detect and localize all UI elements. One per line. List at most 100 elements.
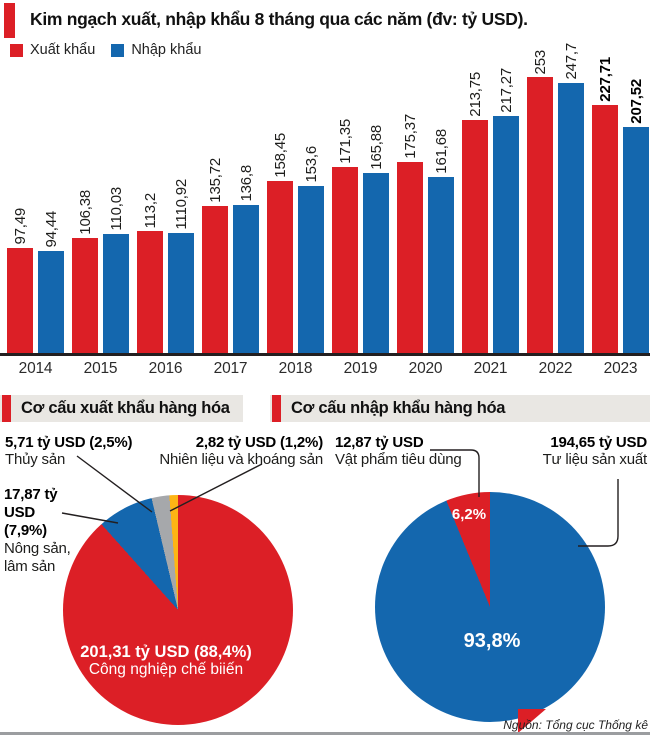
- cong-nghiep-label: Công nghiệp chế biiến: [88, 661, 244, 678]
- bar-value-label: 247,7: [562, 43, 580, 80]
- legend-item-export: Xuất khẩu: [10, 42, 95, 58]
- import-bar-2019: [363, 173, 389, 355]
- export-bar-2015: [72, 238, 98, 355]
- export-bar-column: 97,49: [7, 208, 33, 355]
- bar-group-2023: 227,71 207,52: [592, 57, 649, 355]
- callout-nhien-lieu: 2,82 tỷ USD (1,2%) Nhiên liệu và khoáng …: [156, 434, 323, 468]
- bar-group-2022: 253 247,7: [527, 43, 584, 355]
- import-bar-column: 247,7: [558, 43, 584, 355]
- callout-thuy-san: 5,71 tỷ USD (2,5%) Thủy sản: [5, 434, 132, 468]
- import-bar-column: 153,6: [298, 146, 324, 355]
- connector-tu-lieu: [578, 479, 619, 547]
- vat-pham-label: Vật phẩm tiêu dùng: [335, 451, 462, 468]
- import-header-accent-bar: [272, 395, 281, 422]
- bar-value-label: 135,72: [206, 158, 224, 203]
- export-bar-2018: [267, 181, 293, 355]
- import-bar-column: 1110,92: [168, 179, 194, 355]
- tu-lieu-value: 194,65 tỷ USD: [550, 434, 647, 451]
- import-pie-small-slice-label: 6,2%: [451, 506, 487, 523]
- bar-value-label: 136,8: [237, 165, 255, 202]
- bar-value-label: 110,03: [107, 187, 125, 231]
- export-bar-column: 175,37: [397, 114, 423, 355]
- legend-label-import: Nhập khẩu: [131, 42, 202, 58]
- export-header-accent-bar: [2, 395, 11, 422]
- nong-san-label: Nông sản, lâm sản: [4, 540, 71, 575]
- export-bar-2014: [7, 248, 33, 355]
- callout-tu-lieu: 194,65 tỷ USD Tư liệu sản xuất: [505, 434, 648, 468]
- nong-san-percent: (7,9%): [4, 522, 47, 539]
- bar-value-label: 213,75: [466, 72, 484, 117]
- thuy-san-value: 5,71 tỷ USD (2,5%): [5, 434, 133, 451]
- bar-group-2018: 158,45 153,6: [267, 133, 324, 355]
- import-bar-column: 110,03: [103, 187, 129, 355]
- bar-group-2014: 97,49 94,44: [7, 208, 64, 355]
- bar-group-2021: 213,75 217,27: [462, 68, 519, 355]
- import-bar-2014: [38, 251, 64, 355]
- export-bar-2021: [462, 120, 488, 355]
- import-bar-2015: [103, 234, 129, 355]
- year-label-2016: 2016: [148, 360, 183, 377]
- bar-value-label: 1110,92: [172, 179, 190, 230]
- import-bar-2022: [558, 83, 584, 355]
- bar-group-2015: 106,38 110,03: [72, 187, 129, 355]
- bar-value-label: 161,68: [432, 129, 450, 174]
- import-bar-2021: [493, 116, 519, 355]
- year-label-2023: 2023: [603, 360, 638, 377]
- import-color-swatch: [111, 43, 125, 57]
- nong-san-value: 17,87 tỷ USD: [4, 486, 58, 521]
- bar-group-2017: 135,72 136,8: [202, 158, 259, 355]
- export-pie-title: Cơ cấu xuất khẩu hàng hóa: [21, 399, 230, 417]
- nhien-lieu-value: 2,82 tỷ USD (1,2%): [195, 434, 323, 451]
- import-pie: [375, 492, 605, 722]
- import-pie-title: Cơ cấu nhập khẩu hàng hóa: [291, 399, 506, 417]
- legend-label-export: Xuất khẩu: [30, 42, 96, 58]
- import-bar-column: 94,44: [38, 211, 64, 355]
- year-label-2014: 2014: [18, 360, 53, 377]
- bar-value-label: 227,71: [596, 57, 614, 102]
- bar-value-label: 175,37: [401, 114, 419, 159]
- vat-pham-value: 12,87 tỷ USD: [335, 434, 424, 451]
- callout-vat-pham: 12,87 tỷ USD Vật phẩm tiêu dùng: [335, 434, 462, 468]
- tu-lieu-label: Tư liệu sản xuất: [542, 451, 648, 468]
- export-bar-2022: [527, 77, 553, 355]
- export-pie-header: Cơ cấu xuất khẩu hàng hóa: [0, 395, 243, 422]
- nhien-lieu-label: Nhiên liệu và khoáng sản: [159, 451, 323, 468]
- year-label-2015: 2015: [83, 360, 118, 377]
- import-bar-column: 207,52: [623, 79, 649, 355]
- import-bar-column: 165,88: [363, 125, 389, 355]
- export-bar-column: 253: [527, 50, 553, 355]
- export-pie: [63, 495, 293, 725]
- year-label-2019: 2019: [343, 360, 378, 377]
- bar-group-2016: 113,2 1110,92: [137, 179, 194, 355]
- bar-value-label: 106,38: [76, 190, 94, 235]
- export-bar-column: 227,71: [592, 57, 618, 355]
- export-bar-column: 106,38: [72, 190, 98, 355]
- bar-chart-section: Kim ngạch xuất, nhập khẩu 8 tháng qua cá…: [0, 3, 650, 377]
- cong-nghiep-value: 201,31 tỷ USD (88,4%): [80, 643, 252, 661]
- bar-value-label: 165,88: [367, 125, 385, 170]
- bar-value-label: 253: [531, 49, 549, 74]
- page-title: Kim ngạch xuất, nhập khẩu 8 tháng qua cá…: [30, 9, 528, 29]
- export-bar-column: 158,45: [267, 133, 293, 355]
- export-bar-2020: [397, 162, 423, 355]
- thuy-san-label: Thủy sản: [5, 451, 66, 468]
- bar-value-label: 217,27: [497, 68, 515, 113]
- import-bar-column: 136,8: [233, 165, 259, 355]
- bar-value-label: 94,44: [42, 211, 60, 248]
- bar-value-label: 153,6: [302, 146, 320, 183]
- bar-group-2020: 175,37 161,68: [397, 114, 454, 355]
- export-bar-column: 113,2: [137, 193, 163, 355]
- import-bar-2023: [623, 127, 649, 355]
- import-bar-column: 161,68: [428, 129, 454, 355]
- export-bar-2017: [202, 206, 228, 355]
- import-bar-2017: [233, 205, 259, 355]
- export-color-swatch: [10, 43, 23, 57]
- import-bar-2018: [298, 186, 324, 355]
- bar-group-2019: 171,35 165,88: [332, 119, 389, 355]
- year-label-2017: 2017: [213, 360, 248, 377]
- bar-value-label: 158,45: [271, 133, 289, 178]
- export-bar-column: 213,75: [462, 72, 488, 355]
- export-bar-2019: [332, 167, 358, 355]
- year-label-2022: 2022: [538, 360, 573, 377]
- export-pie-center-label: 201,31 tỷ USD (88,4%) Công nghiệp chế bi…: [56, 643, 276, 679]
